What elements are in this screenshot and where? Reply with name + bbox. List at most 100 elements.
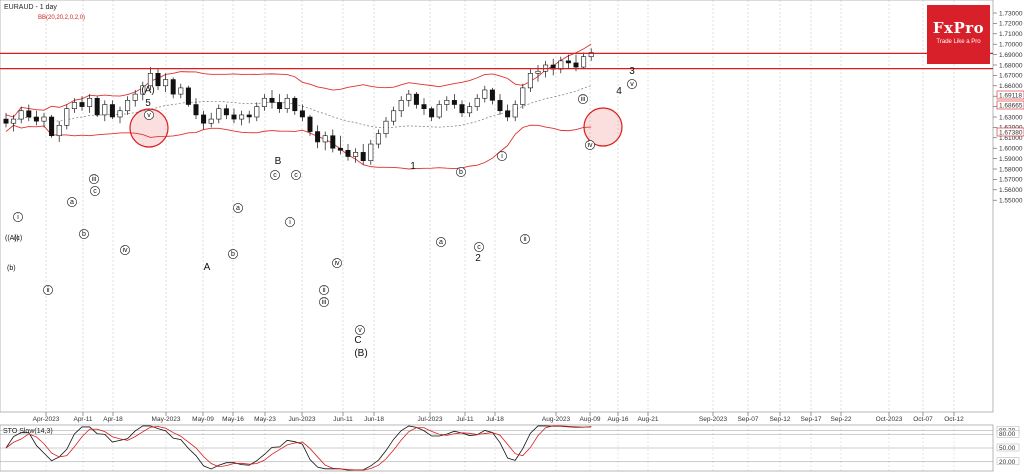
wave-label: 4: [616, 86, 622, 97]
x-tick-label: Sep-2023: [699, 416, 728, 423]
indicator-label: BB(20,20,2,0,2,0): [38, 15, 85, 21]
wave-circle: [233, 203, 243, 213]
price-label: 1.67380: [999, 130, 1023, 137]
wave-circle: [355, 325, 365, 335]
wave-circle: [291, 170, 301, 180]
wave-label: c: [477, 244, 481, 251]
candle-body: [558, 60, 564, 70]
candle-body: [11, 118, 17, 124]
wave-circle: [627, 79, 637, 89]
y-tick-label: 1.59000: [999, 156, 1023, 163]
candle-body: [223, 108, 229, 116]
bollinger-upper: [5, 43, 592, 118]
candle-body: [444, 100, 450, 105]
wave-circle: [270, 170, 280, 180]
wave-label: iv: [334, 260, 340, 267]
candle-body: [193, 104, 199, 116]
wave-label: b: [82, 231, 86, 238]
wave-label: 3: [629, 66, 635, 77]
price-label: 1.69118: [999, 93, 1022, 100]
wave-label: i: [17, 214, 19, 221]
wave-circle: [144, 110, 154, 120]
candle-body: [33, 116, 39, 122]
candle-body: [140, 85, 146, 95]
brand-name: FxPro: [932, 19, 985, 37]
candle-body: [353, 152, 359, 157]
candle-body: [436, 104, 442, 118]
candle-body: [117, 110, 123, 118]
candle-body: [3, 118, 9, 124]
candle-body: [360, 152, 366, 161]
candles: [3, 48, 594, 165]
brand-tagline: Trade Like a Pro: [936, 39, 981, 45]
wave-circle: [319, 297, 329, 307]
oscillator-level-box: [996, 457, 1020, 465]
candle-body: [71, 102, 77, 109]
wave-label: ii: [322, 287, 326, 294]
bollinger-bands: [5, 43, 592, 170]
candle-body: [413, 93, 419, 105]
y-tick-label: 1.73000: [999, 10, 1023, 17]
candle-body: [254, 106, 260, 118]
wave-label: iii: [581, 96, 586, 103]
wave-circle: [120, 245, 130, 255]
candle-body: [429, 108, 435, 118]
y-tick-label: 1.56000: [999, 187, 1023, 194]
candle-body: [467, 106, 473, 114]
x-tick-label: Jun-18: [364, 416, 384, 423]
x-tick-label: Jun-11: [333, 416, 353, 423]
wave-label: ii: [523, 236, 527, 243]
wave-circle: [578, 94, 588, 104]
x-tick-label: Jul-2023: [418, 416, 443, 423]
candle-body: [398, 100, 404, 112]
candle-body: [155, 73, 161, 87]
oscillator-d-line: [5, 425, 592, 471]
wave-label: ((A)): [5, 235, 19, 242]
x-tick-label: May-2023: [152, 416, 181, 423]
oscillator-level-label: 20.00: [999, 459, 1016, 466]
wave-label: c: [294, 172, 298, 179]
x-tick-label: Apr-11: [73, 416, 92, 423]
wave-circle: [497, 151, 507, 161]
wave-circle: [228, 249, 238, 259]
candle-body: [512, 104, 518, 118]
wave-label: (B): [354, 348, 367, 359]
wave-label: v: [630, 81, 634, 88]
wave-circle: [585, 140, 595, 150]
candle-body: [406, 93, 412, 101]
main-plot-frame: [0, 0, 994, 413]
wave-label: ii: [46, 287, 50, 294]
y-tick-label: 1.69000: [999, 52, 1023, 59]
candle-body: [391, 110, 397, 122]
x-tick-label: Aug-16: [608, 416, 629, 423]
fxpro-logo: FxPro Trade Like a Pro: [927, 5, 990, 64]
wave-label: A: [204, 262, 211, 273]
candle-body: [185, 87, 191, 105]
wave-label: c: [93, 188, 97, 195]
candle-body: [178, 87, 184, 95]
candle-body: [231, 114, 237, 120]
wave-label: b: [459, 169, 463, 176]
candle-body: [573, 62, 579, 68]
wave-label: a: [236, 205, 240, 212]
wave-label: iii: [322, 299, 327, 306]
wave-label: C: [354, 335, 361, 346]
candle-body: [269, 97, 275, 103]
y-tick-label: 1.60000: [999, 146, 1023, 153]
wave-label: v: [147, 112, 151, 119]
candle-body: [208, 118, 214, 124]
x-tick-label: Sep-17: [801, 416, 822, 423]
wave-circle: [456, 167, 466, 177]
oscillator-label: STO Slow(14,3): [3, 428, 53, 435]
wave-circle: [13, 212, 23, 222]
x-axis-ticks: Apr-2023 Apr-11 Apr-18 May-2023 May-09 May-16…: [33, 412, 964, 423]
y-tick-label: 1.58000: [999, 166, 1023, 173]
candle-body: [284, 97, 290, 109]
wave-circle: [89, 174, 99, 184]
price-label: 1.68665: [999, 103, 1023, 110]
candle-body: [147, 73, 153, 87]
candle-body: [421, 104, 427, 109]
price-labels: 1.69118 1.68665 1.67380: [996, 90, 1024, 137]
x-tick-label: Aug-09: [580, 416, 601, 423]
